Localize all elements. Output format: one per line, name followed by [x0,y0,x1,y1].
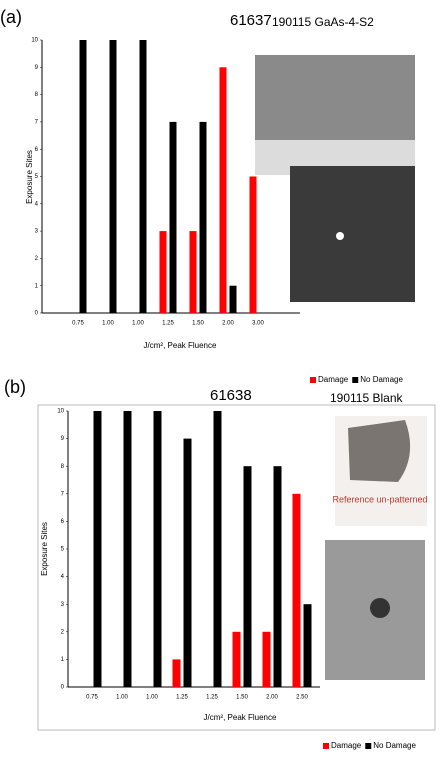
x-tick-label: 0.75 [86,695,98,701]
bar [273,466,282,687]
bar [169,121,177,314]
bar [292,493,301,687]
x-tick-label: 2.00 [266,695,278,701]
sample-photo [290,166,415,302]
panel-label: (a) [0,7,22,27]
y-tick-label: 3 [61,602,65,608]
y-tick-label: 6 [35,147,39,153]
spot [336,232,344,240]
y-tick-label: 10 [57,409,64,415]
legend-label: No Damage [373,741,416,750]
bar [213,411,222,687]
legend-label: Damage [331,741,362,750]
spot [370,598,390,618]
legend-swatch [323,743,329,749]
chart-title: 61638 [210,387,252,404]
y-tick-label: 10 [31,38,38,44]
x-tick-label: 1.00 [102,321,114,327]
y-tick-label: 7 [61,491,65,497]
bar [232,631,241,687]
x-tick-label: 3.00 [252,321,264,327]
y-tick-label: 9 [61,436,65,442]
y-tick-label: 4 [61,574,65,580]
bar [153,411,162,687]
bar [109,40,117,313]
bar [123,411,132,687]
legend-swatch [310,377,316,383]
y-tick-label: 8 [61,464,65,470]
chart-frame [37,404,436,731]
legend-label: No Damage [360,375,403,384]
panel-label: (b) [4,377,26,397]
legend-swatch [352,377,359,383]
y-tick-label: 1 [61,657,65,663]
bar [219,67,227,313]
annotation: Reference un-patterned [332,494,427,504]
y-tick-label: 6 [61,519,65,525]
y-tick-label: 7 [35,119,39,125]
x-tick-label: 0.75 [72,321,84,327]
x-tick-label: 1.25 [176,695,188,701]
x-tick-label: 2.50 [296,695,308,701]
x-tick-label: 2.00 [222,321,234,327]
chart-subtitle: 190115 Blank [330,391,404,405]
bar [303,604,312,687]
bar [159,231,167,313]
wafer [348,420,411,482]
y-axis-title: Exposure Sites [40,522,49,576]
bar [229,285,237,313]
x-axis-title: J/cm², Peak Fluence [204,713,277,722]
bar [183,438,192,687]
y-tick-label: 5 [35,174,39,180]
legend-label: Damage [318,375,349,384]
bar [199,121,207,314]
chart-title: 61637 [230,12,272,29]
y-tick-label: 9 [35,65,39,71]
y-axis-title: Exposure Sites [25,150,34,204]
y-tick-label: 8 [35,92,39,98]
y-tick-label: 0 [61,685,65,691]
legend-swatch [365,743,372,749]
x-tick-label: 1.25 [162,321,174,327]
x-tick-label: 1.00 [132,321,144,327]
x-tick-label: 1.25 [206,695,218,701]
x-tick-label: 1.00 [116,695,128,701]
bar [79,40,87,313]
y-tick-label: 4 [35,201,39,207]
y-tick-label: 5 [61,547,65,553]
y-tick-label: 2 [61,629,65,635]
chart-subtitle: 190115 GaAs-4-S2 [272,15,374,29]
x-tick-label: 1.50 [192,321,204,327]
y-tick-label: 1 [35,283,39,289]
bar [243,466,252,687]
bar [249,176,257,313]
x-axis-title: J/cm², Peak Fluence [144,341,217,350]
y-tick-label: 0 [35,311,39,317]
bar [172,659,181,687]
y-tick-label: 3 [35,229,39,235]
y-tick-label: 2 [35,256,39,262]
bar [93,411,102,687]
bar [262,631,271,687]
x-tick-label: 1.50 [236,695,248,701]
bar [139,40,147,313]
x-tick-label: 1.00 [146,695,158,701]
bar [189,231,197,313]
